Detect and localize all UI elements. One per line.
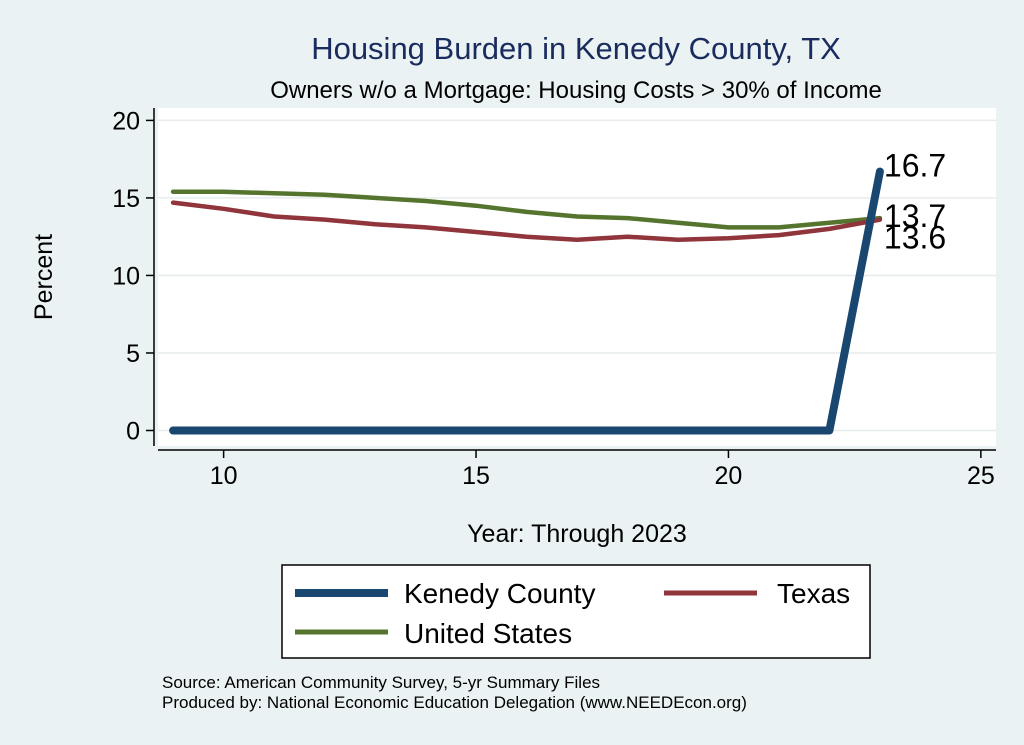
plot-area [158, 108, 996, 446]
chart-title: Housing Burden in Kenedy County, TX [311, 31, 841, 66]
x-axis-title: Year: Through 2023 [467, 520, 687, 548]
y-tick-label: 10 [112, 262, 140, 290]
legend-label-texas: Texas [777, 578, 850, 609]
axis-ticks: 0 5 10 15 20 10 15 20 25 [112, 107, 995, 490]
y-tick-label: 20 [112, 107, 140, 135]
series-line-kenedy-county [169, 167, 884, 435]
gridlines [158, 119, 996, 432]
end-label-texas: 13.6 [884, 220, 946, 256]
x-tick-label: 10 [210, 462, 238, 490]
x-tick-label: 15 [462, 462, 490, 490]
source-line-1: Source: American Community Survey, 5-yr … [162, 673, 600, 692]
series-lines [169, 167, 884, 435]
end-label-united-states: 13.7 [884, 198, 946, 234]
series-line-texas [170, 200, 883, 243]
legend: Kenedy County Texas United States [281, 564, 871, 659]
y-tick-label: 0 [126, 417, 140, 445]
chart-subtitle: Owners w/o a Mortgage: Housing Costs > 3… [270, 77, 882, 104]
y-tick-label: 5 [126, 340, 140, 368]
series-line-united-states [170, 189, 883, 230]
legend-box [281, 564, 871, 659]
legend-label-united-states: United States [404, 618, 572, 649]
y-tick-label: 15 [112, 185, 140, 213]
legend-label-kenedy-county: Kenedy County [404, 578, 595, 609]
end-labels: 16.7 13.613.7 [884, 148, 946, 256]
end-label-kenedy-county: 16.7 [884, 148, 946, 184]
x-tick-label: 20 [715, 462, 743, 490]
x-tick-label: 25 [967, 462, 995, 490]
source-line-2: Produced by: National Economic Education… [162, 693, 747, 712]
y-axis-title: Percent [30, 234, 58, 320]
